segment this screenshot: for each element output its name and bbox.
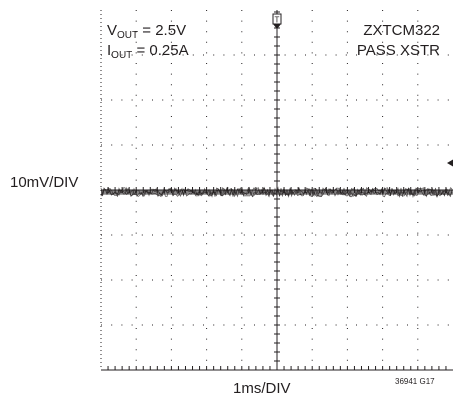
pass-annotation: PASS XSTR — [356, 42, 440, 59]
trigger-letter: T — [275, 16, 280, 25]
x-axis-label: 1ms/DIV — [233, 380, 291, 397]
trace-noise — [100, 186, 453, 198]
trigger-marker: T — [272, 11, 282, 29]
signal-trace — [100, 186, 453, 199]
vout-annotation: VOUT = 2.5V — [107, 22, 187, 41]
iout-annotation: IOUT = 0.25A — [107, 42, 189, 61]
ground-level-arrow — [447, 159, 453, 167]
figure-code: 36941 G17 — [395, 377, 435, 386]
trace-noise — [100, 186, 453, 199]
part-annotation: ZXTCM322 — [363, 22, 440, 39]
y-axis-label: 10mV/DIV — [10, 174, 79, 191]
